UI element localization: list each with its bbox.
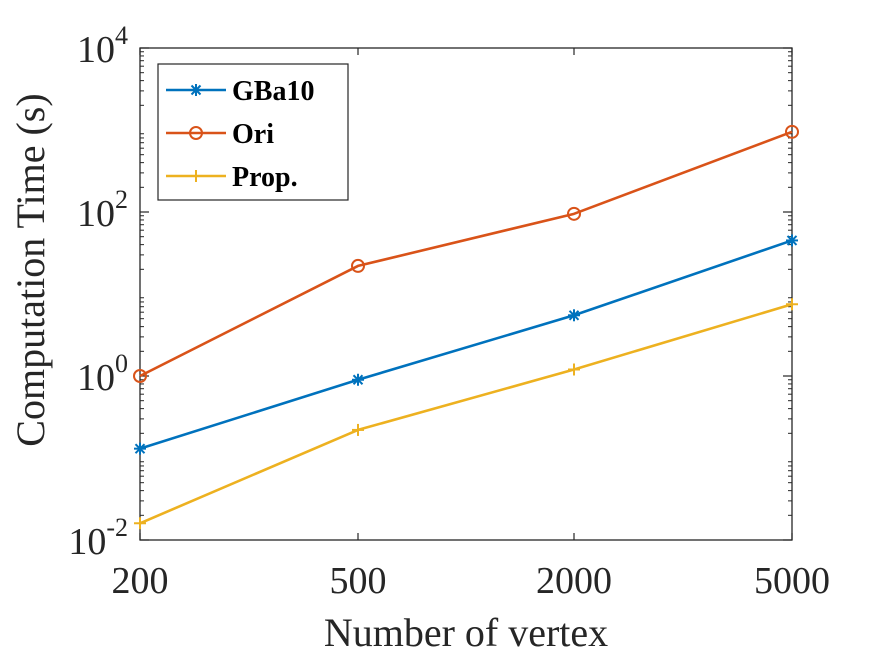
legend-label-2: Prop. xyxy=(232,162,298,193)
y-tick-label: 10-2 xyxy=(68,513,128,563)
data-point-0-3 xyxy=(786,234,798,246)
y-tick-label: 100 xyxy=(77,349,128,399)
data-point-2-1 xyxy=(352,424,364,436)
series-line-2 xyxy=(140,304,792,523)
legend-label-1: Ori xyxy=(232,119,274,150)
data-point-2-2 xyxy=(568,364,580,376)
data-point-0-0 xyxy=(134,443,146,455)
y-tick-label: 102 xyxy=(77,185,128,235)
x-axis-title: Number of vertex xyxy=(324,610,608,655)
data-point-0-1 xyxy=(352,374,364,386)
x-tick-label: 2000 xyxy=(536,560,612,602)
series-0 xyxy=(134,234,798,454)
series-2 xyxy=(134,298,798,529)
legend: GBa10 Ori Prop. xyxy=(158,64,348,200)
x-tick-label: 500 xyxy=(330,560,387,602)
data-point-0-2 xyxy=(568,309,580,321)
y-axis-title: Computation Time (s) xyxy=(8,93,53,446)
data-point-2-3 xyxy=(786,298,798,310)
series-line-0 xyxy=(140,240,792,448)
legend-marker-0 xyxy=(190,84,202,96)
data-point-2-0 xyxy=(134,517,146,529)
x-tick-label: 5000 xyxy=(754,560,830,602)
x-tick-label: 200 xyxy=(112,560,169,602)
y-tick-label: 104 xyxy=(77,21,128,71)
legend-label-0: GBa10 xyxy=(232,76,314,107)
